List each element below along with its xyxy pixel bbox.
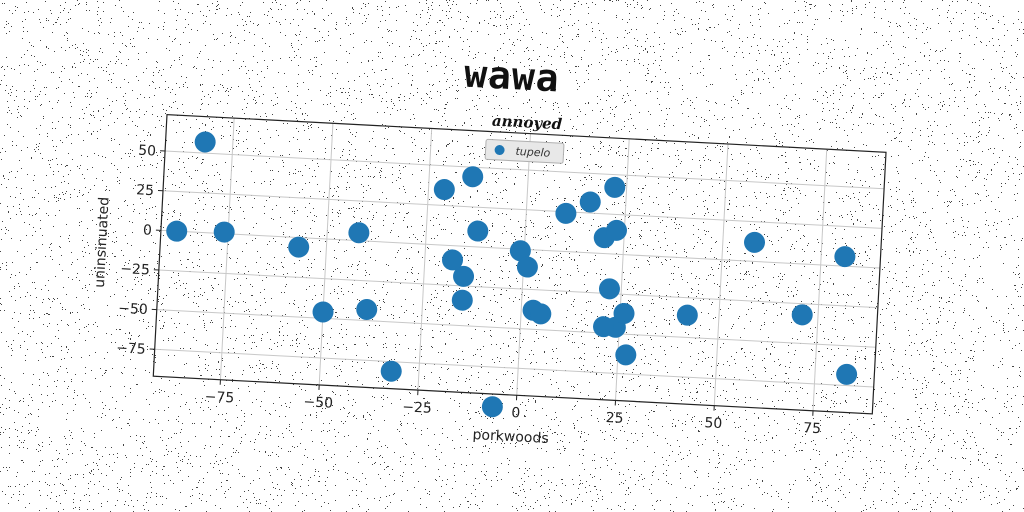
legend-box	[484, 138, 565, 164]
scatter-point	[194, 131, 216, 153]
axis-ticks: −75 −50 −25 0 25 50 75 −75 −50 −25 0 25 50	[116, 143, 822, 438]
plot-area: −75 −50 −25 0 25 50 75 −75 −50 −25 0 25 50 annoyed p…	[71, 89, 919, 502]
x-grid-line	[417, 128, 433, 391]
y-tick-label: −50	[118, 301, 148, 319]
scatter-point	[605, 219, 627, 241]
y-grid-line	[162, 190, 883, 229]
scatter-point	[516, 256, 538, 278]
scatter-point	[676, 304, 698, 326]
scatter-point	[834, 246, 856, 268]
scatter-point	[791, 304, 813, 326]
y-tick-label: 0	[143, 222, 153, 238]
scatter-point	[462, 166, 484, 188]
y-grid-line	[158, 269, 878, 309]
data-points	[166, 131, 858, 418]
legend: tupelo	[484, 138, 565, 164]
scatter-point	[615, 344, 637, 366]
legend-entry-tupelo: tupelo	[515, 145, 551, 160]
y-grid-line	[165, 150, 885, 190]
scatter-point	[312, 301, 334, 323]
y-tick-label: −75	[116, 340, 146, 358]
x-tick-label: −50	[303, 394, 333, 412]
scatter-point	[288, 236, 310, 258]
x-tick-label: 50	[704, 415, 723, 432]
x-tick-label: 0	[511, 405, 521, 421]
scatter-point	[467, 220, 489, 242]
x-axis-label: porkwoods	[472, 427, 549, 447]
x-grid-line	[713, 143, 729, 406]
scatter-point	[555, 202, 577, 224]
x-grid-line	[318, 123, 334, 385]
scatter-point	[593, 316, 615, 338]
y-grid-line	[156, 309, 876, 348]
scatter-point	[453, 265, 475, 287]
y-tick-label: −25	[120, 261, 150, 279]
scatter-point	[579, 191, 601, 213]
x-tick-label: 75	[803, 420, 822, 437]
axes-frame	[152, 113, 887, 415]
x-tick-label: −75	[204, 389, 234, 407]
y-grid-line	[154, 348, 874, 388]
scatter-point	[530, 303, 552, 325]
x-tick-label: −25	[402, 399, 432, 417]
scatter-point	[442, 249, 464, 271]
scatter-point	[213, 221, 235, 243]
scatter-point	[348, 222, 370, 244]
scatter-point	[836, 363, 858, 385]
scatter-point	[613, 302, 635, 324]
scatter-point	[744, 231, 766, 253]
x-grid-line	[812, 149, 828, 411]
scatter-point	[380, 360, 402, 382]
scatter-point	[166, 220, 188, 242]
scatter-point	[598, 278, 620, 300]
y-axis-label: uninsinuated	[92, 197, 113, 289]
chart-subtitle: annoyed	[492, 112, 564, 134]
legend-marker	[494, 145, 505, 156]
y-tick-label: 50	[138, 143, 157, 160]
x-tick-label: 25	[605, 410, 624, 427]
scatter-point	[604, 176, 626, 198]
scatter-chart: −75 −50 −25 0 25 50 75 −75 −50 −25 0 25 50 annoyed p…	[92, 112, 887, 447]
x-grid-line	[219, 118, 235, 380]
y-tick-label: 25	[136, 182, 155, 199]
scatter-point	[433, 179, 455, 201]
scatter-point	[509, 240, 531, 262]
scatter-point	[451, 289, 473, 311]
scatter-point	[481, 396, 503, 418]
scatter-point	[356, 299, 378, 321]
